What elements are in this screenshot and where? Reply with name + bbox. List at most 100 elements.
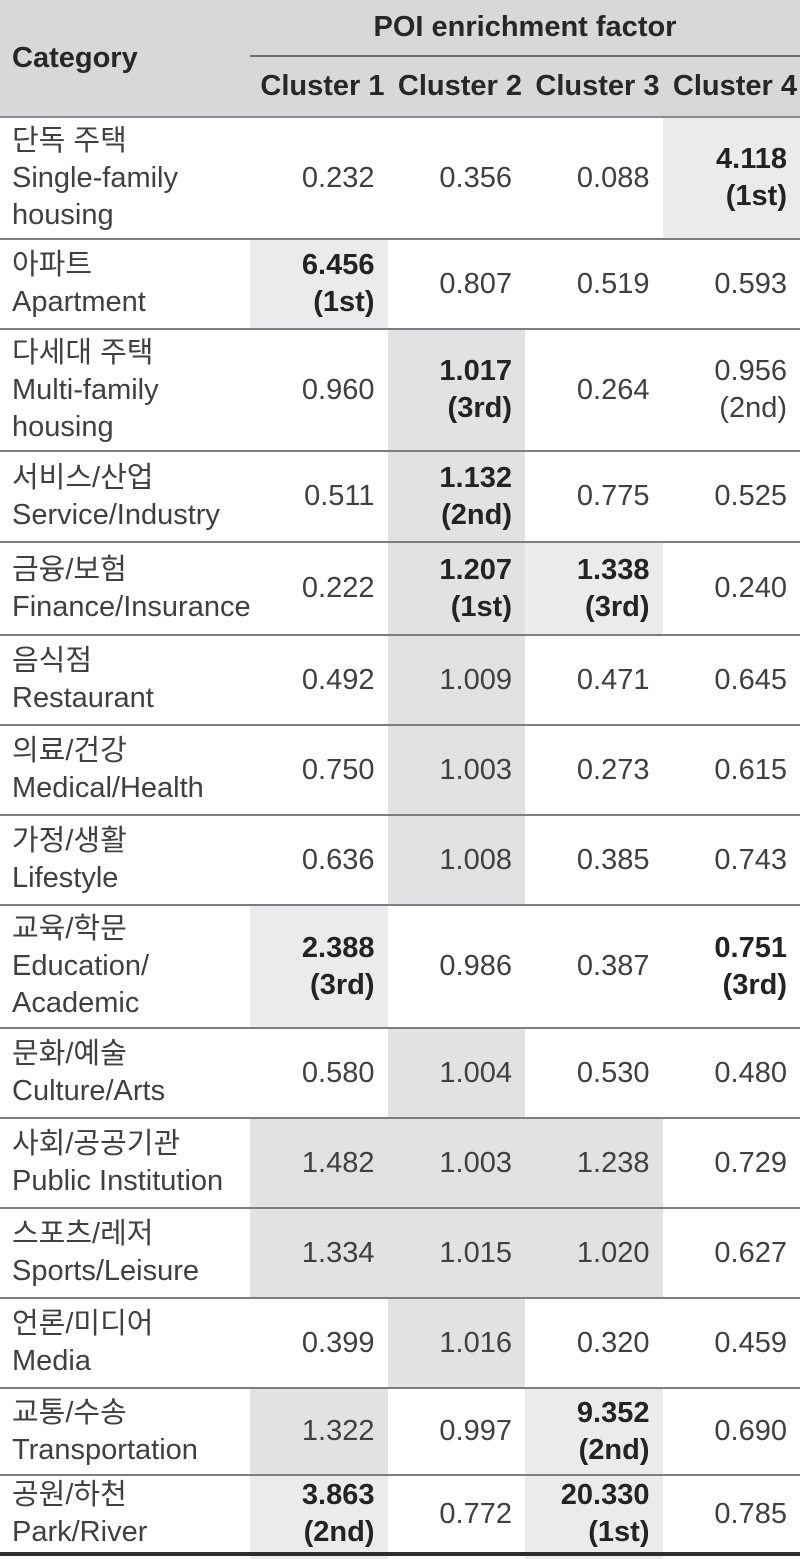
poi-value: 1.009 (439, 663, 512, 696)
category-label-ko: 공원/하천 (12, 1479, 127, 1511)
table-row: 교육/학문 Education/ Academic 2.388 (3rd) 0.986 0… (0, 906, 800, 1029)
rank-label: (3rd) (585, 590, 650, 623)
value-cell-cluster-3: 0.387 (525, 906, 663, 1027)
value-cell-cluster-2: 1.016 (387, 1299, 525, 1387)
value-cell-cluster-1: 0.222 (250, 543, 388, 634)
poi-value: 0.356 (439, 161, 512, 194)
value-cell-cluster-1: 0.636 (250, 816, 388, 904)
category-label-en: Finance/Insurance (12, 590, 251, 623)
value-cell-cluster-1: 0.492 (250, 636, 388, 724)
poi-value: 3.863 (301, 1479, 375, 1511)
poi-value: 1.207 (439, 553, 512, 586)
category-cell: 공원/하천 Park/River (0, 1476, 250, 1552)
value-cell-cluster-1: 1.482 (250, 1119, 388, 1207)
value-cell-cluster-4: 0.593 (663, 240, 800, 328)
poi-value: 1.020 (576, 1236, 650, 1269)
poi-value: 0.471 (576, 663, 650, 696)
value-cell-cluster-4: 0.480 (663, 1029, 800, 1117)
value-cell-cluster-3: 0.471 (525, 636, 663, 724)
poi-value: 1.132 (439, 461, 512, 494)
poi-value: 0.399 (301, 1326, 375, 1359)
category-cell: 사회/공공기관 Public Institution (0, 1119, 250, 1207)
value-cell-cluster-1: 0.960 (250, 330, 388, 450)
poi-value: 1.004 (439, 1056, 512, 1089)
value-cell-cluster-4: 0.645 (663, 636, 800, 724)
poi-value: 0.088 (576, 161, 650, 194)
category-cell: 가정/생활 Lifestyle (0, 816, 250, 904)
poi-value: 2.388 (301, 931, 375, 964)
value-cell-cluster-3: 1.020 (525, 1209, 663, 1297)
poi-value: 0.387 (576, 950, 650, 982)
category-label-ko: 교육/학문 (12, 913, 127, 945)
poi-value: 1.322 (301, 1415, 375, 1447)
table-row: 언론/미디어 Media 0.399 1.016 0.320 0.459 (0, 1299, 800, 1389)
category-cell: 단독 주택 Single-family housing (0, 118, 250, 238)
cluster-2-header: Cluster 2 (397, 70, 522, 102)
poi-value: 0.222 (301, 572, 375, 604)
category-label-en: Service/Industry (12, 498, 220, 531)
table-row: 금융/보험 Finance/Insurance 0.222 1.207 (1st) 1.3… (0, 543, 800, 636)
poi-value: 20.330 (560, 1479, 650, 1511)
category-label-en: Media (12, 1345, 91, 1377)
value-cell-cluster-4: 0.615 (663, 726, 800, 814)
rank-label: (2nd) (719, 392, 787, 424)
cluster-3-header: Cluster 3 (535, 70, 660, 102)
poi-value: 0.232 (301, 161, 375, 194)
value-cell-cluster-4: 0.743 (663, 816, 800, 904)
value-cell-cluster-4: 0.785 (663, 1476, 800, 1552)
poi-value: 0.997 (439, 1415, 512, 1447)
rank-label: (1st) (450, 590, 512, 623)
poi-value: 1.482 (301, 1146, 375, 1179)
poi-value: 0.273 (576, 753, 650, 786)
poi-value: 0.960 (301, 373, 375, 406)
value-cell-cluster-3: 0.775 (525, 452, 663, 541)
value-cell-cluster-4: 0.729 (663, 1119, 800, 1207)
poi-value: 1.008 (439, 843, 512, 876)
category-label-en: Medical/Health (12, 772, 204, 804)
rank-label: (2nd) (441, 498, 512, 531)
value-cell-cluster-3: 0.530 (525, 1029, 663, 1117)
category-label-ko: 교통/수송 (12, 1396, 127, 1429)
table-row: 교통/수송 Transportation 1.322 0.997 9.352 (2nd) 0… (0, 1389, 800, 1476)
cluster-header-row: Cluster 1 Cluster 2 Cluster 3 Cluster 4 (250, 57, 800, 116)
category-label-ko: 의료/건강 (12, 735, 127, 767)
value-cell-cluster-2: 0.997 (388, 1389, 526, 1474)
value-cell-cluster-1: 0.580 (250, 1029, 388, 1117)
poi-value: 0.511 (304, 480, 375, 512)
poi-value: 1.016 (439, 1326, 512, 1359)
category-label-ko: 다세대 주택 (12, 336, 154, 369)
value-cell-cluster-2: 1.009 (387, 636, 525, 724)
value-cell-cluster-1: 0.232 (250, 118, 388, 238)
category-label-ko: 서비스/산업 (12, 461, 154, 494)
poi-enrichment-factor-header: POI enrichment factor (373, 11, 677, 43)
category-cell: 언론/미디어 Media (0, 1299, 250, 1387)
category-label-en: Transportation (12, 1433, 198, 1466)
poi-value: 0.492 (301, 663, 375, 696)
poi-value: 0.750 (301, 753, 375, 786)
poi-value: 0.615 (714, 753, 787, 786)
value-cell-cluster-1: 0.399 (250, 1299, 388, 1387)
value-cell-cluster-1: 0.750 (250, 726, 388, 814)
value-cell-cluster-2: 1.008 (387, 816, 525, 904)
poi-value: 1.003 (439, 753, 512, 786)
value-cell-cluster-2: 1.015 (387, 1209, 525, 1297)
value-cell-cluster-2: 1.003 (387, 726, 525, 814)
category-label-en: Sports/Leisure (12, 1255, 199, 1287)
cluster-4-header: Cluster 4 (672, 70, 797, 102)
value-cell-cluster-2: 1.003 (387, 1119, 525, 1207)
poi-value: 0.525 (714, 480, 787, 512)
poi-value: 1.338 (576, 553, 650, 586)
table-row: 문화/예술 Culture/Arts 0.580 1.004 0.530 0.480 (0, 1029, 800, 1119)
category-label-en: Multi-family housing (12, 373, 159, 443)
poi-value: 0.772 (439, 1497, 512, 1530)
poi-value: 0.636 (301, 843, 375, 876)
table-row: 서비스/산업 Service/Industry 0.511 1.132 (2nd) 0.7… (0, 452, 800, 543)
category-column-header: Category (12, 41, 138, 74)
value-cell-cluster-3: 1.338 (3rd) (525, 543, 663, 634)
category-label-ko: 음식점 (12, 645, 93, 677)
category-cell: 금융/보험 Finance/Insurance (0, 543, 251, 634)
table-row: 단독 주택 Single-family housing 0.232 0.356 0.08… (0, 118, 800, 240)
rank-label: (2nd) (303, 1516, 375, 1548)
value-cell-cluster-3: 0.264 (525, 330, 663, 450)
rank-label: (3rd) (447, 392, 512, 424)
